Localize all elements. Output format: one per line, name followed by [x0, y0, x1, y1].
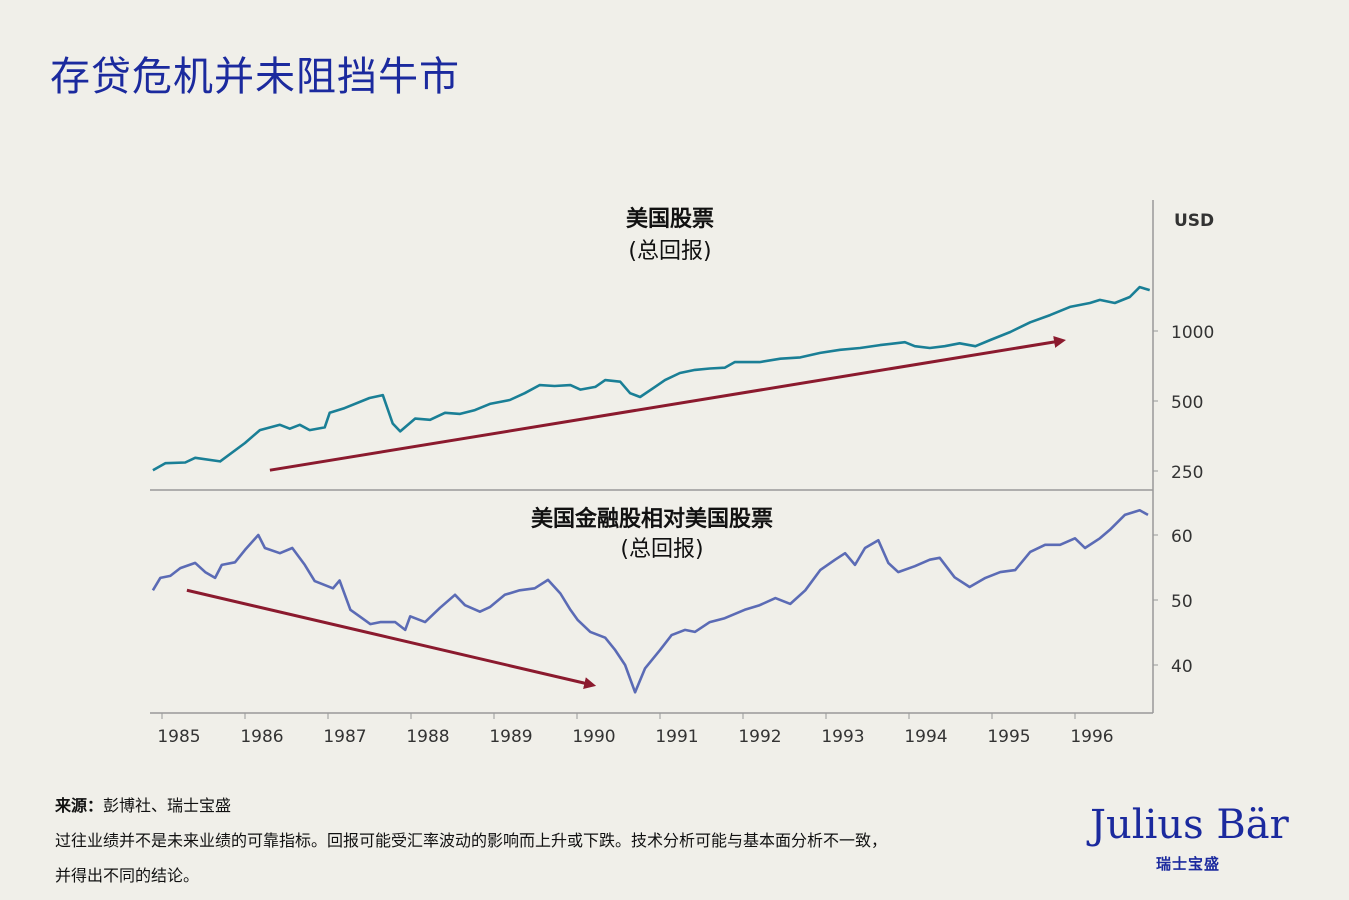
bottom-y-tick-label: 60	[1171, 527, 1193, 547]
top-y-tick-label: 500	[1171, 393, 1203, 413]
x-tick-label: 1993	[821, 727, 864, 747]
downtrend-arrow	[186, 588, 597, 689]
x-tick-label: 1988	[406, 727, 449, 747]
uptrend-arrow	[269, 336, 1066, 472]
bottom-y-tick-label: 40	[1171, 657, 1193, 677]
source-note: 来源：彭博社、瑞士宝盛	[55, 792, 231, 816]
axes: 250 500 1000 40 50 60 1985 1986 1987 1988 1989 1990…	[150, 200, 1214, 747]
source-label: 来源：	[55, 796, 104, 815]
x-tick-label: 1987	[323, 727, 366, 747]
bottom-y-tick-label: 50	[1171, 592, 1193, 612]
x-tick-label: 1996	[1070, 727, 1113, 747]
x-tick-label: 1992	[738, 727, 781, 747]
top-y-tick-label: 1000	[1171, 323, 1214, 343]
disclaimer-line-1: 过往业绩并不是未来业绩的可靠指标。回报可能受汇率波动的影响而上升或下跌。技术分析…	[55, 831, 888, 850]
page-title: 存贷危机并未阻挡牛市	[50, 54, 460, 100]
x-tick-label: 1990	[572, 727, 615, 747]
top-chart-title: 美国股票	[626, 206, 714, 232]
bottom-chart-subtitle: (总回报)	[620, 537, 703, 562]
top-chart-subtitle: (总回报)	[628, 239, 711, 264]
x-tick-label: 1989	[489, 727, 532, 747]
source-text: 彭博社、瑞士宝盛	[103, 796, 232, 815]
logo-subtitle: 瑞士宝盛	[1156, 855, 1221, 873]
top-y-unit-label: USD	[1174, 211, 1214, 231]
julius-baer-logo: Julius Bär	[1090, 802, 1289, 848]
disclaimer-line-2: 并得出不同的结论。	[55, 866, 200, 885]
x-tick-label: 1991	[655, 727, 698, 747]
x-tick-label: 1985	[157, 727, 200, 747]
x-tick-label: 1994	[904, 727, 947, 747]
bottom-chart-title: 美国金融股相对美国股票	[531, 506, 773, 532]
x-tick-label: 1986	[240, 727, 283, 747]
us-equities-line	[152, 285, 1151, 472]
x-tick-label: 1995	[987, 727, 1030, 747]
top-y-tick-label: 250	[1171, 463, 1203, 483]
financials-relative-line	[151, 508, 1149, 694]
